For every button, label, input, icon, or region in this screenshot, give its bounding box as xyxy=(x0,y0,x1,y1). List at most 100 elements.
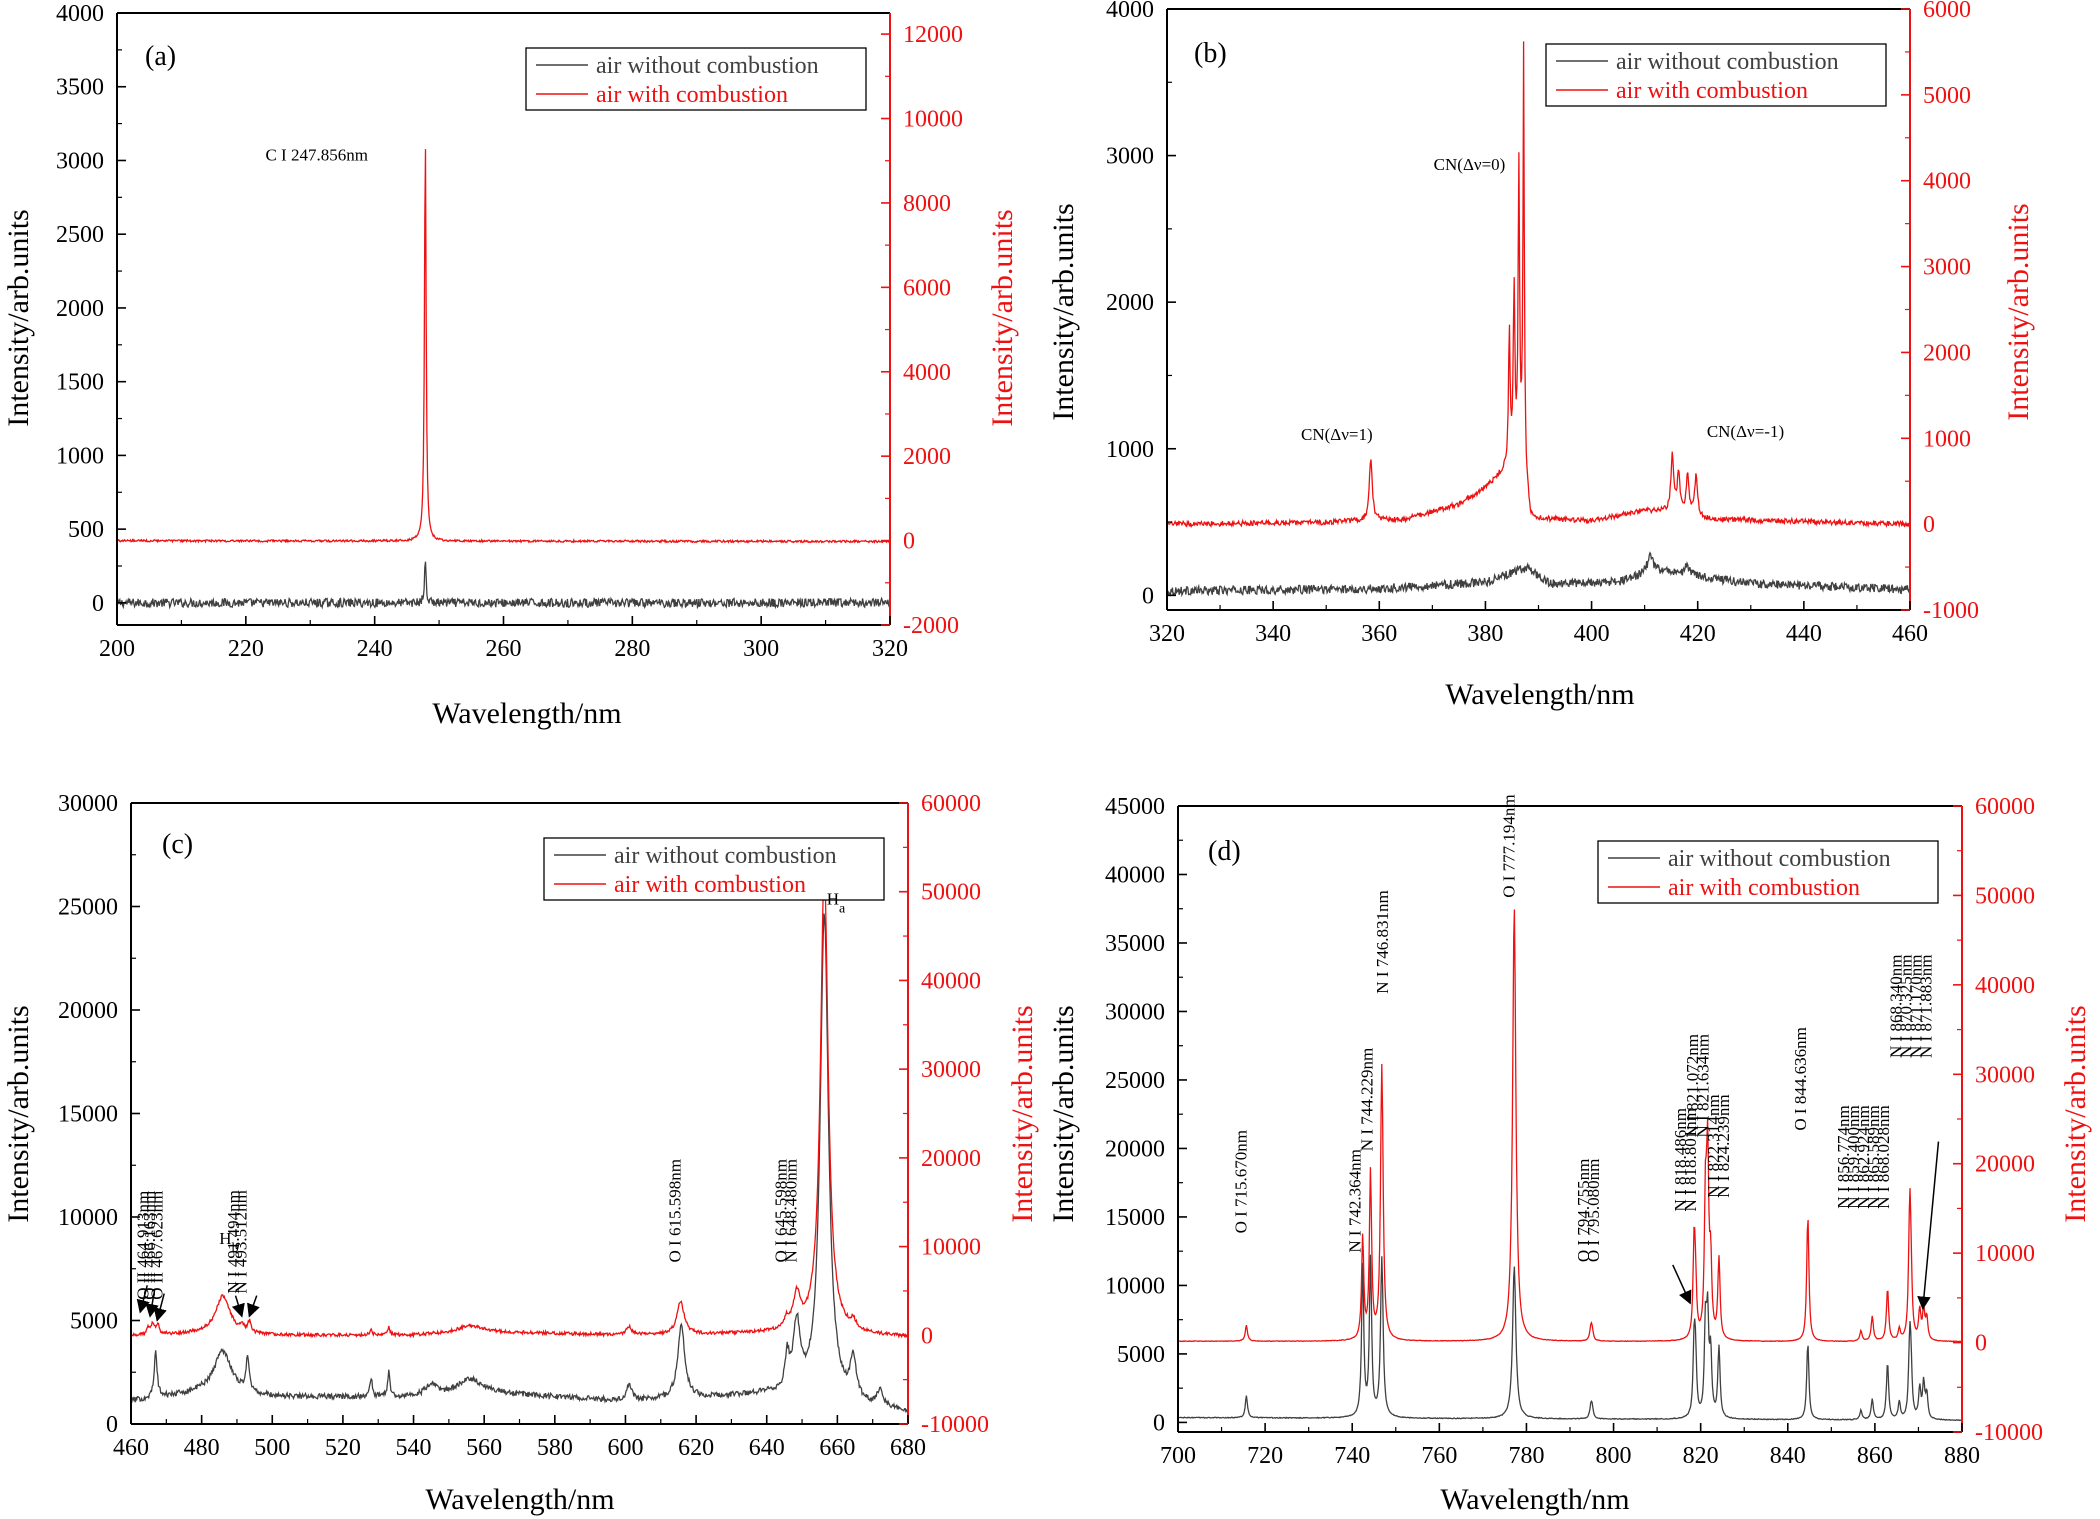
x-tick-label-d-740: 740 xyxy=(1334,1443,1370,1469)
line-annotation-a-0: C I 247.856nm xyxy=(265,145,367,164)
y-tick-label-right-d--10000: -10000 xyxy=(1975,1420,2043,1446)
series-line-without-b xyxy=(1166,551,1911,598)
y-tick-label-right-c-20000: 20000 xyxy=(921,1146,981,1172)
line-annotation-c-0: O II 464.913nm xyxy=(133,1191,152,1300)
line-annotation-d-14: N I 856.774nm xyxy=(1834,1105,1853,1208)
x-tick-label-b-440: 440 xyxy=(1786,621,1822,647)
x-tick-label-a-320: 320 xyxy=(872,636,908,662)
x-tick-label-d-700: 700 xyxy=(1160,1443,1196,1469)
x-tick-label-b-380: 380 xyxy=(1467,621,1503,647)
y-tick-label-right-a-8000: 8000 xyxy=(903,191,951,217)
y-tick-label-left-b-0: 0 xyxy=(1142,583,1154,609)
y-tick-label-right-d-20000: 20000 xyxy=(1975,1152,2035,1178)
x-tick-label-b-460: 460 xyxy=(1892,621,1928,647)
x-tick-label-c-500: 500 xyxy=(254,1435,290,1461)
y-tick-label-left-a-0: 0 xyxy=(92,591,104,617)
panel-d: Wavelength/nm Intensity/arb.units Intens… xyxy=(1047,794,2092,1516)
y-tick-label-left-d-20000: 20000 xyxy=(1105,1136,1165,1162)
y-tick-label-right-b-4000: 4000 xyxy=(1923,169,1971,195)
y-tick-label-left-c-30000: 30000 xyxy=(58,791,118,817)
line-annotation-d-1: N I 742.364nm xyxy=(1346,1149,1365,1252)
x-tick-label-b-360: 360 xyxy=(1361,621,1397,647)
y-tick-label-left-a-3500: 3500 xyxy=(56,75,104,101)
x-tick-label-a-260: 260 xyxy=(486,636,522,662)
line-annotation-c-5: O I 615.598nm xyxy=(666,1159,685,1262)
x-tick-label-d-880: 880 xyxy=(1944,1443,1980,1469)
y-tick-label-right-a-6000: 6000 xyxy=(903,275,951,301)
y-tick-label-left-b-4000: 4000 xyxy=(1106,0,1154,23)
x-tick-label-c-540: 540 xyxy=(396,1435,432,1461)
annotation-arrow-d-0 xyxy=(1672,1264,1692,1305)
y-axis-label-right-c: Intensity/arb.units xyxy=(1006,1005,1039,1222)
y-axis-label-left-d: Intensity/arb.units xyxy=(1047,1005,1080,1222)
panel-label-d: (d) xyxy=(1208,836,1241,867)
y-tick-label-right-a-10000: 10000 xyxy=(903,107,963,133)
y-tick-label-right-c-0: 0 xyxy=(921,1323,933,1349)
y-tick-label-right-b-6000: 6000 xyxy=(1923,0,1971,23)
y-tick-label-left-d-5000: 5000 xyxy=(1117,1342,1165,1368)
series-line-without-a xyxy=(116,561,891,610)
y-tick-label-left-c-25000: 25000 xyxy=(58,895,118,921)
line-annotation-c-1: O II 466.163nm xyxy=(140,1191,159,1300)
annotation-arrow-c-4 xyxy=(247,1295,260,1318)
series-line-with-a xyxy=(116,149,891,544)
x-tick-label-a-240: 240 xyxy=(357,636,393,662)
line-annotation-b-2: CN(Δν=-1) xyxy=(1707,422,1784,441)
x-tick-label-b-340: 340 xyxy=(1255,621,1291,647)
line-annotation-d-18: N I 868.028nm xyxy=(1874,1105,1893,1208)
legend-label-b-1: air with combustion xyxy=(1616,78,1808,104)
y-tick-label-left-a-1000: 1000 xyxy=(56,443,104,469)
y-tick-label-left-d-30000: 30000 xyxy=(1105,999,1165,1025)
y-tick-label-left-a-2000: 2000 xyxy=(56,296,104,322)
line-annotation-d-15: N I 859.400nm xyxy=(1844,1105,1863,1208)
y-axis-label-right-a: Intensity/arb.units xyxy=(986,209,1019,426)
x-axis-label-d: Wavelength/nm xyxy=(1440,1483,1629,1516)
line-annotation-c-2: O II 467.623nm xyxy=(147,1191,166,1300)
line-annotation-d-20: N I 870.325nm xyxy=(1897,955,1916,1058)
line-annotation-d-8: N I 818.801nm xyxy=(1681,1108,1700,1211)
series-line-without-c xyxy=(130,913,909,1414)
line-annotation-d-6: O I 795.080nm xyxy=(1584,1159,1603,1262)
legend-b: air without combustion air with combustio… xyxy=(1545,43,1887,107)
line-annotation-d-12: N I 824.239nm xyxy=(1714,1094,1733,1197)
y-tick-label-left-d-15000: 15000 xyxy=(1105,1205,1165,1231)
y-tick-label-right-d-10000: 10000 xyxy=(1975,1241,2035,1267)
line-annotation-d-16: N I 862.924nm xyxy=(1854,1105,1873,1208)
y-tick-label-right-d-30000: 30000 xyxy=(1975,1062,2035,1088)
x-tick-label-a-220: 220 xyxy=(228,636,264,662)
line-annotation-d-11: N I 822.314nm xyxy=(1704,1094,1723,1197)
y-tick-label-right-c-60000: 60000 xyxy=(921,791,981,817)
y-axis-label-right-d: Intensity/arb.units xyxy=(2059,1005,2092,1222)
x-tick-label-c-640: 640 xyxy=(749,1435,785,1461)
legend-label-d-0: air without combustion xyxy=(1668,846,1891,872)
line-annotation-d-3: N I 746.831nm xyxy=(1373,890,1392,993)
line-annotation-d-21: N I 871.170nm xyxy=(1907,955,1926,1058)
x-tick-label-c-520: 520 xyxy=(325,1435,361,1461)
x-tick-label-c-600: 600 xyxy=(607,1435,643,1461)
x-tick-label-c-580: 580 xyxy=(537,1435,573,1461)
annotation-arrow-c-3 xyxy=(231,1295,245,1318)
x-tick-label-c-460: 460 xyxy=(113,1435,149,1461)
y-tick-label-left-d-10000: 10000 xyxy=(1105,1273,1165,1299)
panel-b: Wavelength/nm Intensity/arb.units Intens… xyxy=(1047,0,2035,711)
y-tick-label-right-b-2000: 2000 xyxy=(1923,340,1971,366)
line-annotation-d-0: O I 715.670nm xyxy=(1231,1130,1250,1233)
x-tick-label-d-860: 860 xyxy=(1857,1443,1893,1469)
legend-box-c xyxy=(543,837,885,901)
line-annotation-c-7: N I 648.480nm xyxy=(782,1159,801,1262)
y-tick-label-left-b-1000: 1000 xyxy=(1106,437,1154,463)
y-tick-label-left-d-40000: 40000 xyxy=(1105,862,1165,888)
y-tick-label-left-a-4000: 4000 xyxy=(56,1,104,27)
y-axis-label-right-b: Intensity/arb.units xyxy=(2002,203,2035,420)
panel-label-c: (c) xyxy=(162,829,193,860)
y-tick-label-right-d-50000: 50000 xyxy=(1975,883,2035,909)
y-tick-label-left-b-3000: 3000 xyxy=(1106,144,1154,170)
x-tick-label-d-780: 780 xyxy=(1508,1443,1544,1469)
line-annotation-d-9: N I 821.072nm xyxy=(1683,1034,1702,1137)
legend-label-a-0: air without combustion xyxy=(596,53,819,79)
y-tick-label-right-a-0: 0 xyxy=(903,529,915,555)
x-tick-label-c-560: 560 xyxy=(466,1435,502,1461)
y-tick-label-right-c-40000: 40000 xyxy=(921,968,981,994)
y-tick-label-left-c-15000: 15000 xyxy=(58,1102,118,1128)
x-tick-label-d-820: 820 xyxy=(1683,1443,1719,1469)
